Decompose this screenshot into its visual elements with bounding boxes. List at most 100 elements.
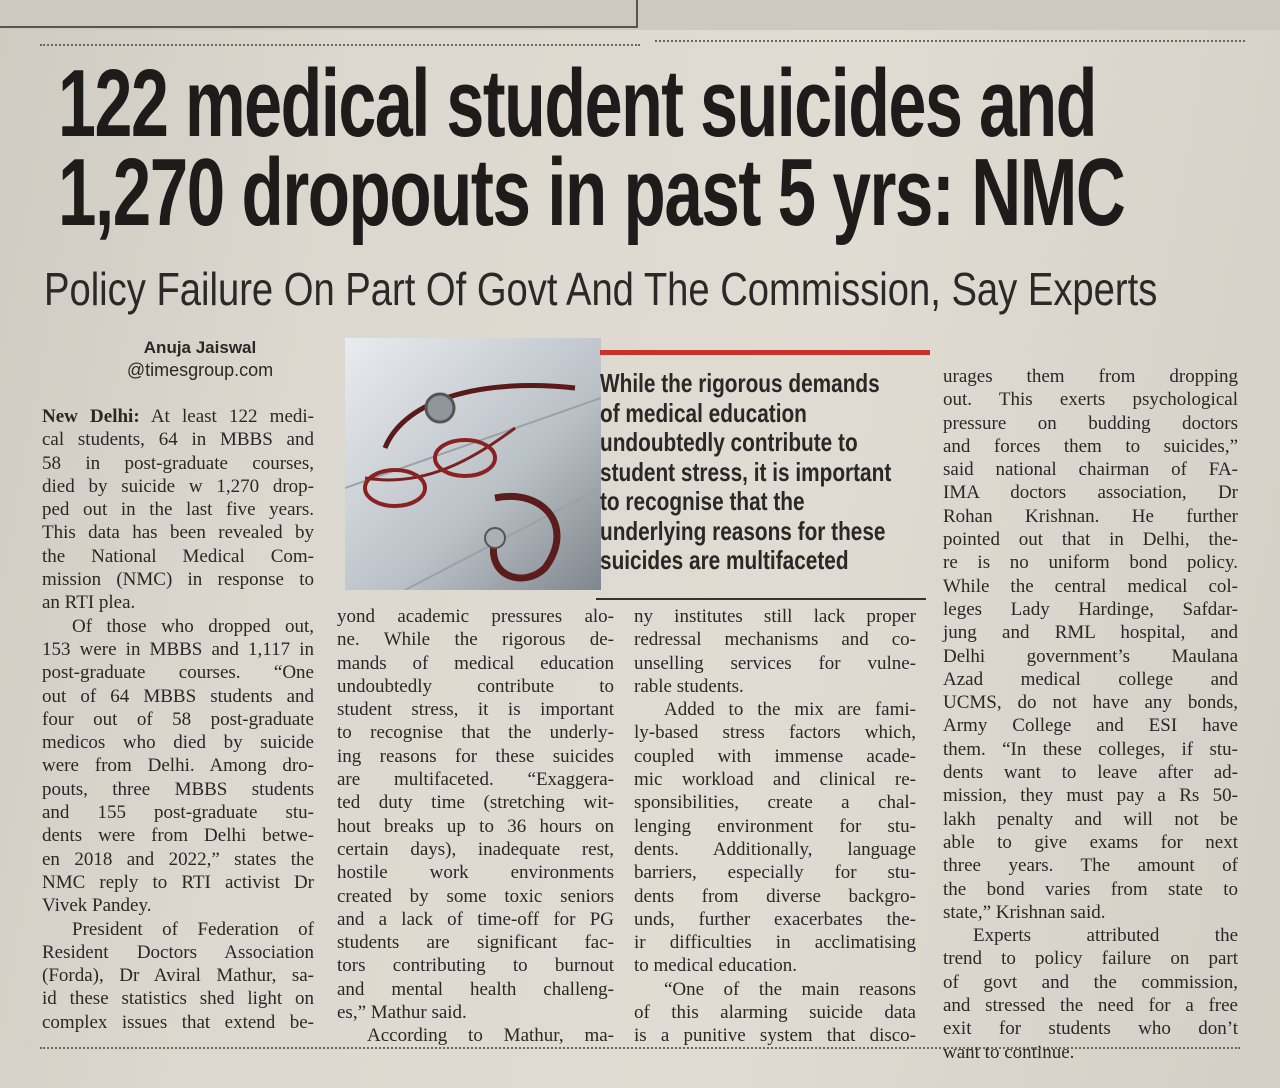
pull-quote: While the rigorous demands of medical edu…: [596, 350, 930, 600]
article-text-line: post-graduate courses. “One: [42, 662, 314, 684]
article-text-line: dents from diverse backgro-: [634, 885, 916, 907]
article-text-line: the National Medical Com-: [42, 545, 314, 567]
article-text-line: 58 in post-graduate courses,: [42, 452, 314, 474]
byline: Anuja Jaiswal @timesgroup.com: [100, 338, 300, 381]
article-text-line: ne. While the rigorous de-: [337, 629, 614, 651]
article-text-line: New Delhi: At least 122 medi-: [42, 405, 314, 428]
article-text-line: Army College and ESI have: [943, 715, 1238, 737]
headline-line-1: 122 medical student suicides and: [58, 50, 1097, 157]
top-strip: [0, 0, 1280, 30]
article-text-line: tors contributing to burnout: [337, 955, 614, 977]
article-column-1: New Delhi: At least 122 medi-cal student…: [42, 405, 314, 1034]
dotted-rule: [655, 40, 1245, 42]
article-text-line: urages them from dropping: [943, 366, 1238, 387]
article-text-line: hostile work environments: [337, 862, 614, 884]
article-text-line: trend to policy failure on part: [943, 948, 1238, 970]
article-text-line: Azad medical college and: [943, 668, 1238, 690]
stethoscope-and-glasses-photo: [345, 338, 601, 590]
pull-quote-rule: [596, 598, 926, 600]
article-text-line: exit for students who don’t: [943, 1018, 1238, 1040]
article-text-line: them. “In these colleges, if stu-: [943, 738, 1238, 760]
pull-quote-line: undoubtedly contribute to: [600, 427, 858, 457]
article-text-line: and mental health challeng-: [337, 978, 614, 1000]
article-text-line: and forces them to suicides,”: [943, 435, 1238, 457]
article-text-line: ly-based stress factors which,: [634, 722, 916, 744]
pull-quote-line: While the rigorous demands: [600, 368, 880, 398]
article-text-line: This data has been revealed by: [42, 522, 314, 544]
article-text-line: President of Federation of: [72, 918, 314, 940]
article-text-line: medicos who died by suicide: [42, 732, 314, 754]
article-text-line: Added to the mix are fami-: [664, 699, 916, 721]
article-text-line: According to Mathur, ma-: [367, 1025, 614, 1047]
article-text-line: certain days), inadequate rest,: [337, 838, 614, 860]
article-text-line: lakh penalty and will not be: [943, 808, 1238, 830]
article-text-line: While the central medical col-: [943, 575, 1238, 597]
article-text-line: UCMS, do not have any bonds,: [943, 692, 1238, 714]
article-column-3: ny institutes still lack proper redressal…: [634, 605, 916, 1048]
article-text-line: mic workload and clinical re-: [634, 769, 916, 791]
article-text-line: jung and RML hospital, and: [943, 622, 1238, 644]
article-text-line: want to continue.: [943, 1041, 1075, 1063]
article-text: At least 122 medi-: [150, 406, 315, 427]
article-text-line: yond academic pressures alo-: [337, 606, 614, 627]
dateline: New Delhi:: [42, 406, 140, 427]
article-text-line: rable students.: [634, 675, 744, 697]
article-text-line: died by suicide w 1,270 drop-: [42, 475, 314, 497]
article-text-line: students are significant fac-: [337, 932, 614, 954]
article-text-line: pressure on budding doctors: [943, 412, 1238, 434]
dotted-rule: [40, 44, 640, 46]
article-text-line: coupled with immense acade-: [634, 745, 916, 767]
article-text-line: NMC reply to RTI activist Dr: [42, 871, 314, 893]
article-text-line: undoubtedly contribute to: [337, 675, 614, 697]
pull-quote-line: student stress, it is important: [600, 456, 892, 487]
previous-article-box: [0, 0, 638, 28]
article-text-line: out of 64 MBBS students and: [42, 685, 314, 707]
article-text-line: unselling services for vulne-: [634, 652, 916, 674]
article-text-line: three years. The amount of: [943, 855, 1238, 877]
article-text-line: were from Delhi. Among dro-: [42, 755, 314, 777]
article-text-line: is a punitive system that disco-: [634, 1025, 916, 1047]
article-text-line: ny institutes still lack proper: [634, 606, 916, 627]
article-text-line: complex issues that extend be-: [42, 1011, 314, 1033]
article-text-line: redressal mechanisms and co-: [634, 629, 916, 651]
article-text-line: hout breaks up to 36 hours on: [337, 815, 614, 837]
dotted-rule: [40, 1047, 1240, 1049]
article-text-line: state,” Krishnan said.: [943, 901, 1106, 923]
article-text-line: Delhi government’s Maulana: [943, 645, 1238, 667]
article-text-line: lenging environment for stu-: [634, 815, 916, 837]
article-text-line: and stressed the need for a free: [943, 995, 1238, 1017]
author-email: @timesgroup.com: [126, 360, 274, 380]
article-text-line: able to give exams for next: [943, 831, 1238, 853]
article-text-line: Resident Doctors Association: [42, 941, 314, 963]
article-text-line: dents. Additionally, language: [634, 838, 916, 860]
article-text-line: an RTI plea.: [42, 592, 136, 614]
pull-quote-line: of medical education: [600, 397, 807, 428]
article-text-line: unds, further exacerbates the-: [634, 908, 916, 930]
pull-quote-line: suicides are multifaceted: [600, 545, 849, 575]
article-text-line: mission (NMC) in response to: [42, 569, 314, 591]
article-text-line: id these statistics shed light on: [42, 988, 314, 1010]
pull-quote-accent-bar: [600, 350, 930, 355]
article-text-line: four out of 58 post-graduate: [42, 708, 314, 730]
article-text-line: (Forda), Dr Aviral Mathur, sa-: [42, 965, 314, 987]
article-text-line: said national chairman of FA-: [943, 459, 1238, 481]
article-text-line: out. This exerts psychological: [943, 389, 1238, 411]
article-text-line: ir difficulties in acclimatising: [634, 932, 916, 954]
article-text-line: Of those who dropped out,: [72, 615, 314, 637]
article-text-line: to medical education.: [634, 955, 798, 977]
article-text-line: ped out in the last five years.: [42, 499, 314, 521]
article-text-line: Rohan Krishnan. He further: [943, 505, 1238, 527]
headline-line-2: 1,270 dropouts in past 5 yrs: NMC: [58, 139, 1126, 246]
article-text-line: Vivek Pandey.: [42, 895, 152, 917]
article-text-line: en 2018 and 2022,” states the: [42, 848, 314, 870]
article-text-line: ing reasons for these suicides: [337, 745, 614, 767]
article-column-2: yond academic pressures alo-ne. While th…: [337, 605, 614, 1048]
article-column-4: urages them from dropping out. This exert…: [943, 365, 1238, 1064]
author-name: Anuja Jaiswal: [143, 338, 257, 357]
article-text-line: the bond varies from state to: [943, 878, 1238, 900]
article-text-line: to recognise that the underly-: [337, 722, 614, 744]
pull-quote-line: underlying reasons for these: [600, 515, 886, 546]
article-text-line: of this alarming suicide data: [634, 1002, 916, 1024]
article-text-line: ted duty time (stretching wit-: [337, 792, 614, 814]
